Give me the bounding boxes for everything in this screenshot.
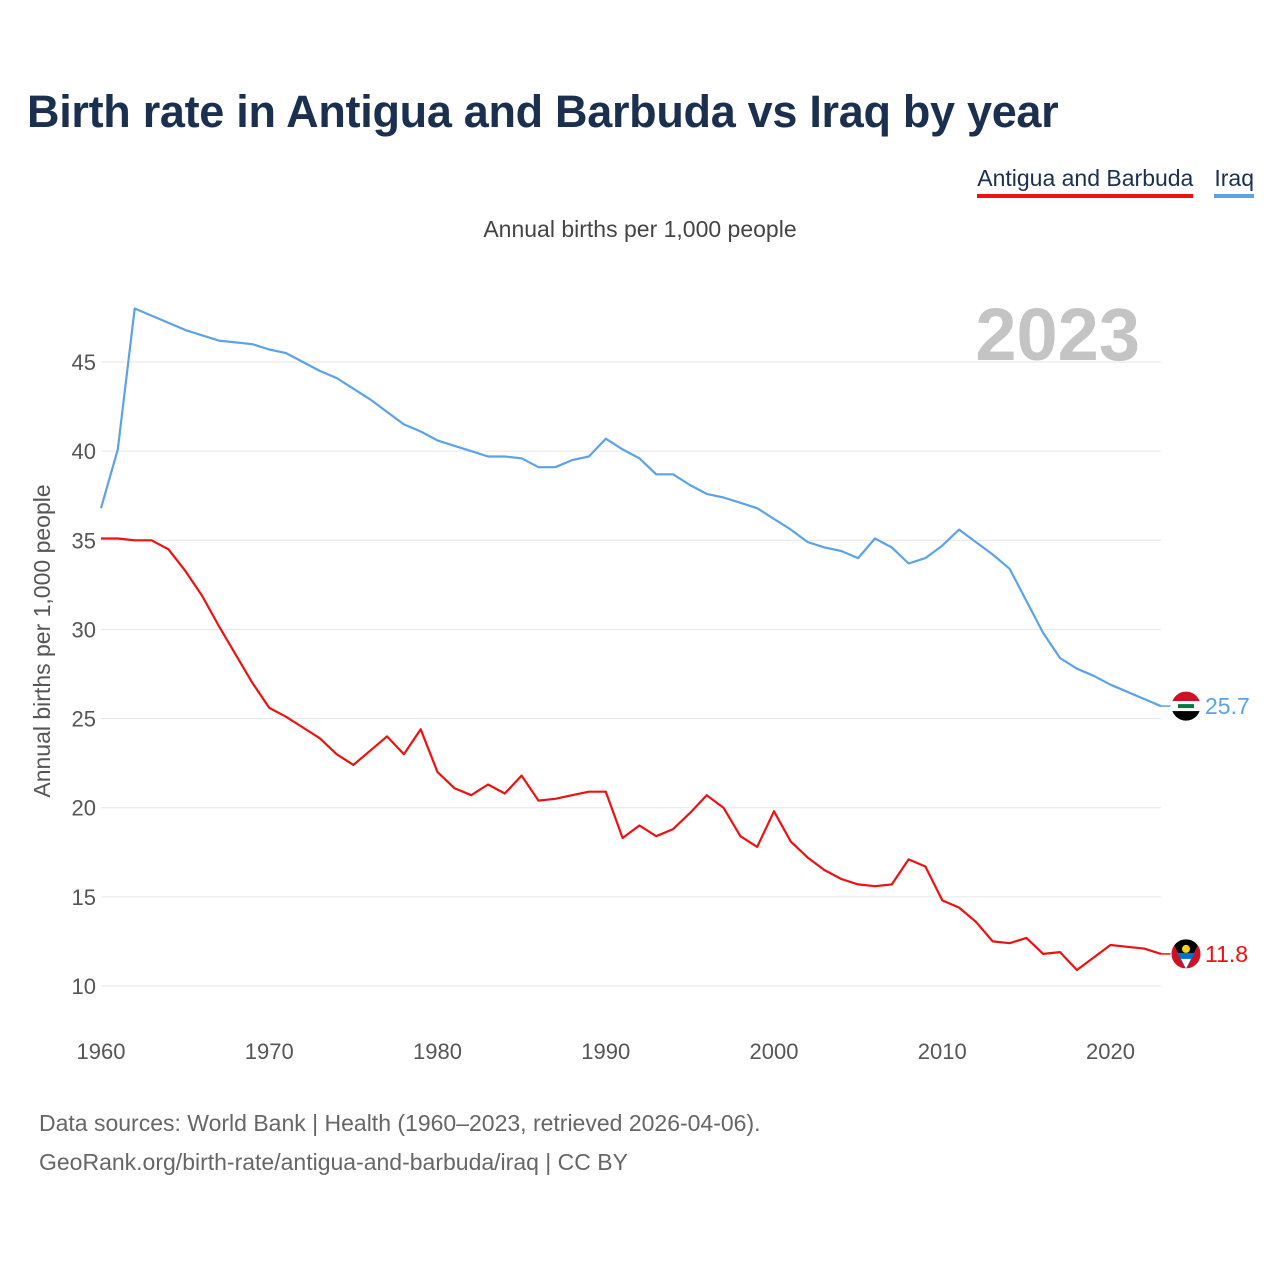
source-url: GeoRank.org/birth-rate/antigua-and-barbu… [39,1149,628,1175]
y-tick-label-10: 10 [72,974,96,999]
y-tick-label-35: 35 [72,528,96,553]
data-source-note: Data sources: World Bank | Health (1960–… [39,1110,761,1136]
x-tick-label-1980: 1980 [413,1039,462,1064]
gridlines [101,361,1161,987]
y-tick-label-40: 40 [72,439,96,464]
series-line-iraq [99,307,1162,708]
y-tick-label-25: 25 [72,707,96,732]
end-value-label-iraq: 25.7 [1205,693,1250,719]
x-tick-label-1990: 1990 [581,1039,630,1064]
x-tick-label-1970: 1970 [245,1039,294,1064]
flag-antigua-and-barbuda [1170,938,1202,970]
y-tick-label-30: 30 [72,617,96,642]
legend: Antigua and Barbuda Iraq [977,164,1254,198]
y-tick-label-15: 15 [72,885,96,910]
chart-title: Birth rate in Antigua and Barbuda vs Ira… [27,86,1059,137]
x-tick-label-2020: 2020 [1086,1039,1135,1064]
y-axis: 10 15 20 25 30 35 40 45 [72,350,96,999]
legend-item-iraq[interactable]: Iraq [1214,164,1254,198]
year-label: 2023 [975,293,1140,376]
x-tick-label-2000: 2000 [750,1039,799,1064]
y-tick-label-45: 45 [72,350,96,375]
y-tick-label-20: 20 [72,796,96,821]
footer: Data sources: World Bank | Health (1960–… [39,1104,761,1182]
x-tick-label-1960: 1960 [77,1039,126,1064]
series-line-antigua-and-barbuda [101,537,1162,972]
end-value-label-antigua-and-barbuda: 11.8 [1205,941,1248,967]
x-axis: 1960 1970 1980 1990 2000 2010 2020 [77,1039,1135,1064]
flag-iraq [1170,690,1202,722]
y-axis-title: Annual births per 1,000 people [29,484,55,797]
x-tick-label-2010: 2010 [918,1039,967,1064]
legend-item-antigua-and-barbuda[interactable]: Antigua and Barbuda [977,164,1194,198]
series-layer: 25.7 11.8 [99,307,1250,972]
chart-subtitle: Annual births per 1,000 people [483,216,797,242]
